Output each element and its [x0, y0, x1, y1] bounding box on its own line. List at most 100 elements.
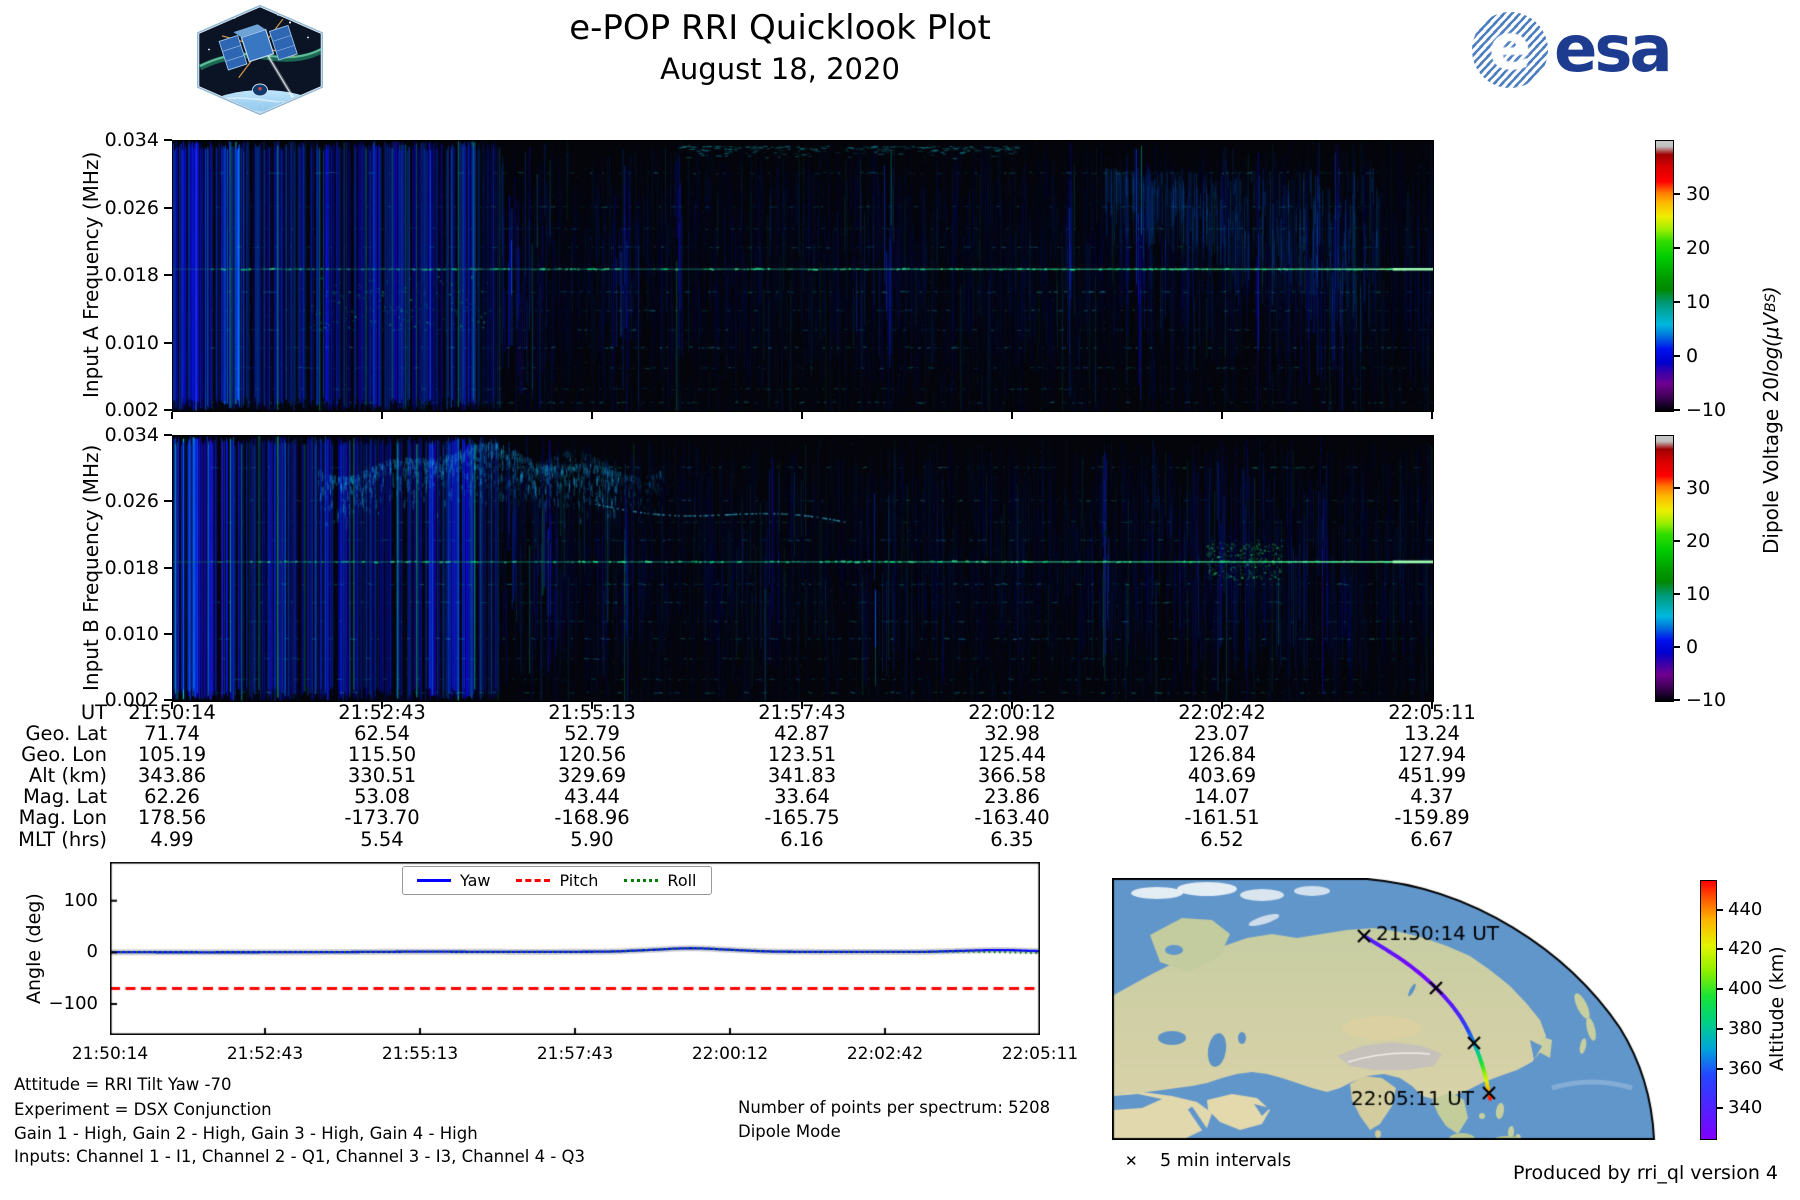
alt-tick-mark — [1716, 1067, 1723, 1070]
alt-tick-mark — [1716, 948, 1723, 951]
esa-globe-e: e — [1488, 12, 1532, 84]
ephemeris-cell: 127.94 — [1397, 743, 1467, 766]
ephemeris-row-label: Mag. Lat — [22, 785, 107, 808]
angle-xtick-label: 22:00:12 — [691, 1044, 769, 1064]
ephemeris-cell: 125.44 — [977, 743, 1047, 766]
ephemeris-cell: 21:52:43 — [338, 701, 426, 724]
ephemeris-cell: 33.64 — [774, 785, 830, 808]
esa-logo: e esa — [1472, 12, 1673, 88]
time-tick-mark — [381, 702, 383, 709]
colorbar-tick-mark — [1673, 409, 1680, 411]
ephemeris-cell: 62.26 — [144, 785, 200, 808]
time-tick-mark — [801, 702, 803, 709]
ephemeris-row-label: Geo. Lat — [25, 722, 107, 745]
freq-tick-label: 0.034 — [104, 129, 159, 151]
alt-tick-label: 400 — [1728, 978, 1763, 1000]
colorbar-tick-mark — [1673, 355, 1680, 357]
ephemeris-cell: 178.56 — [137, 806, 207, 829]
note-gain: Gain 1 - High, Gain 2 - High, Gain 3 - H… — [14, 1124, 478, 1143]
colorbar-tick-label: −10 — [1686, 399, 1727, 421]
spectrogram-panel-a — [172, 140, 1434, 412]
ephemeris-cell: 32.98 — [984, 722, 1040, 745]
ephemeris-cell: 115.50 — [347, 743, 417, 766]
alt-tick-label: 340 — [1728, 1097, 1763, 1119]
colorbar-tick-label: 30 — [1686, 477, 1711, 499]
alt-tick-label: 420 — [1728, 938, 1763, 960]
spectrogram-b-canvas — [173, 436, 1433, 701]
freq-tick-mark — [164, 699, 172, 701]
colorbar-tick-label: −10 — [1686, 689, 1727, 711]
note-attitude: Attitude = RRI Tilt Yaw -70 — [14, 1075, 232, 1094]
legend-item-yaw: Yaw — [417, 871, 490, 890]
ephemeris-row-label: MLT (hrs) — [18, 828, 107, 851]
ephemeris-cell: 4.99 — [150, 828, 194, 851]
cb-label-close: ) — [1759, 286, 1783, 294]
alt-tick-label: 360 — [1728, 1057, 1763, 1079]
ephemeris-cell: -173.70 — [344, 806, 420, 829]
x-marker-icon: ✕ — [1125, 1152, 1138, 1170]
ephemeris-cell: 23.86 — [984, 785, 1040, 808]
freq-tick-label: 0.010 — [104, 331, 159, 354]
time-tick-mark — [1011, 412, 1013, 419]
ephemeris-cell: 21:55:13 — [548, 701, 636, 724]
alt-tick-label: 380 — [1728, 1017, 1763, 1039]
ephemeris-cell: -161.51 — [1184, 806, 1260, 829]
freq-tick-mark — [164, 409, 172, 411]
ephemeris-cell: 14.07 — [1194, 785, 1250, 808]
pitch-line-swatch — [516, 879, 551, 882]
angle-legend: Yaw Pitch Roll — [402, 866, 712, 895]
freq-tick-label: 0.018 — [104, 264, 159, 286]
ephemeris-cell: 5.90 — [570, 828, 614, 851]
freq-tick-mark — [164, 566, 172, 569]
alt-tick-mark — [1716, 988, 1723, 991]
spectrogram-panel-b — [172, 435, 1434, 702]
interval-legend-label: 5 min intervals — [1160, 1151, 1292, 1171]
ephemeris-cell: 4.37 — [1410, 785, 1454, 808]
ephemeris-cell: 21:50:14 — [128, 701, 216, 724]
ephemeris-cell: 5.54 — [360, 828, 404, 851]
ground-track-map — [1112, 878, 1657, 1140]
angle-xtick-label: 22:02:42 — [846, 1044, 924, 1064]
ephemeris-cell: 451.99 — [1397, 764, 1467, 787]
angle-xtick-label: 21:57:43 — [536, 1044, 614, 1064]
angle-ytick-label: 0 — [86, 941, 98, 963]
freq-tick-label: 0.026 — [104, 196, 159, 219]
ephemeris-cell: 120.56 — [557, 743, 627, 766]
ephemeris-cell: 6.35 — [990, 828, 1034, 851]
ephemeris-cell: 13.24 — [1404, 722, 1460, 745]
ephemeris-cell: 341.83 — [767, 764, 837, 787]
freq-tick-label: 0.002 — [104, 399, 159, 421]
time-tick-mark — [591, 702, 593, 709]
time-tick-mark — [1221, 412, 1223, 419]
time-tick-mark — [591, 412, 593, 419]
freq-tick-mark — [164, 139, 172, 141]
freq-tick-label: 0.018 — [104, 556, 159, 579]
ephemeris-cell: 43.44 — [564, 785, 620, 808]
note-dipole-mode: Dipole Mode — [738, 1122, 841, 1141]
angle-ytick-label: 100 — [63, 889, 98, 911]
ephemeris-cell: -163.40 — [974, 806, 1050, 829]
ephemeris-cell: 329.69 — [557, 764, 627, 787]
time-tick-mark — [1221, 702, 1223, 709]
dipole-colorbar-a — [1655, 140, 1674, 412]
ephemeris-cell: 330.51 — [347, 764, 417, 787]
time-tick-mark — [381, 412, 383, 419]
freq-tick-mark — [164, 500, 172, 503]
freq-tick-label: 0.034 — [104, 424, 159, 446]
spectrogram-a-canvas — [173, 141, 1433, 411]
ephemeris-cell: -165.75 — [764, 806, 840, 829]
esa-wordmark: esa — [1554, 13, 1673, 87]
alt-tick-mark — [1716, 1027, 1723, 1030]
colorbar-tick-label: 10 — [1686, 291, 1711, 313]
yaw-line-swatch — [417, 879, 451, 882]
ephemeris-row-label: Alt (km) — [28, 764, 107, 787]
ephemeris-cell: 126.84 — [1187, 743, 1257, 766]
ephemeris-cell: 22:00:12 — [968, 701, 1056, 724]
ephemeris-cell: 62.54 — [354, 722, 410, 745]
altitude-colorbar-label: Altitude (km) — [1766, 946, 1788, 1072]
ephemeris-cell: 21:57:43 — [758, 701, 846, 724]
note-experiment: Experiment = DSX Conjunction — [14, 1100, 272, 1119]
angle-xtick-label: 21:55:13 — [381, 1044, 459, 1064]
page-subtitle: August 18, 2020 — [660, 52, 900, 86]
angle-xtick-label: 21:50:14 — [71, 1044, 149, 1064]
